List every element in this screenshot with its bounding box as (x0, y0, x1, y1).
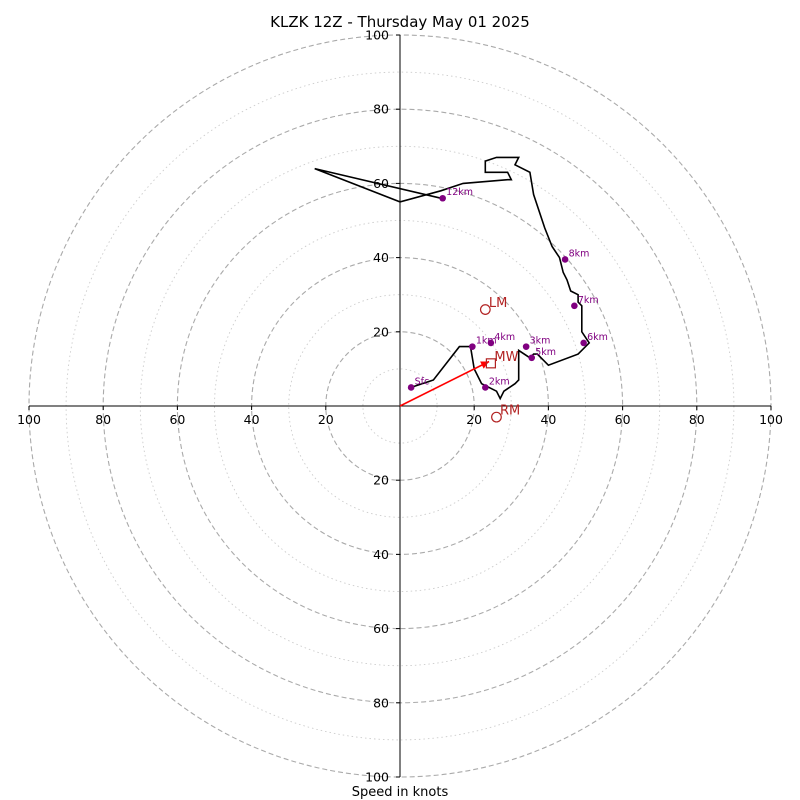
height-marker-2km (482, 384, 489, 391)
x-tick-label: 60 (615, 412, 631, 427)
height-marker-label: 2km (489, 376, 510, 387)
height-marker-4km (487, 339, 495, 347)
hodograph-trace (314, 156, 591, 401)
shear-arrow-group (399, 360, 490, 407)
storm-motion-RM (491, 411, 502, 423)
y-tick-label: 20 (373, 324, 389, 339)
x-tick-label: 60 (169, 412, 185, 427)
hodograph-trace-group (314, 156, 591, 401)
storm-motion-markers: LM MW RM (479, 296, 520, 423)
y-tick-label: 40 (373, 547, 389, 562)
storm-motion-MW (485, 358, 496, 369)
storm-motion-label: MW (494, 350, 518, 365)
height-marker-label: 8km (569, 248, 590, 259)
height-marker-Sfc (407, 384, 415, 391)
shear-arrow-line (399, 360, 490, 407)
y-tick-label: 20 (373, 473, 389, 488)
storm-motion-label: LM (489, 296, 507, 311)
y-tick-label: 80 (373, 695, 389, 710)
height-marker-label: 7km (578, 295, 599, 306)
height-marker-3km (522, 343, 530, 350)
x-tick-label: 100 (17, 412, 41, 427)
height-marker-label: 1km (476, 336, 497, 347)
height-marker-label: Sfc (415, 376, 430, 387)
height-marker-12km (439, 194, 446, 202)
x-tick-label: 100 (759, 412, 783, 427)
x-tick-label: 40 (540, 412, 556, 427)
y-tick-label: 40 (373, 250, 389, 265)
x-tick-label: 20 (318, 412, 334, 427)
height-marker-label: 4km (494, 332, 515, 343)
x-axis-label: Speed in knots (352, 785, 449, 800)
height-marker-label: 12km (446, 187, 473, 198)
height-marker-7km (571, 302, 578, 310)
x-tick-label: 80 (689, 412, 705, 427)
height-marker-1km (469, 343, 476, 350)
height-marker-5km (528, 354, 536, 362)
height-marker-8km (561, 256, 569, 263)
storm-motion-LM (479, 304, 491, 315)
y-tick-label: 80 (373, 102, 389, 117)
height-marker-label: 5km (535, 347, 556, 358)
x-tick-label: 80 (95, 412, 111, 427)
height-markers: Sfc 1km 2km 3km 4km 5km 6km 7km 8km 12km (407, 187, 608, 391)
height-marker-label: 6km (587, 332, 608, 343)
y-tick-label: 100 (365, 770, 389, 785)
y-tick-label: 100 (365, 28, 389, 43)
y-tick-label: 60 (373, 621, 389, 636)
x-tick-label: 20 (466, 412, 482, 427)
tick-labels: 2020202040404040606060608080808010010010… (17, 28, 783, 785)
height-marker-label: 3km (530, 336, 551, 347)
height-marker-6km (580, 339, 587, 347)
storm-motion-label: RM (500, 404, 520, 419)
chart-title: KLZK 12Z - Thursday May 01 2025 (270, 13, 530, 31)
x-tick-label: 40 (244, 412, 260, 427)
